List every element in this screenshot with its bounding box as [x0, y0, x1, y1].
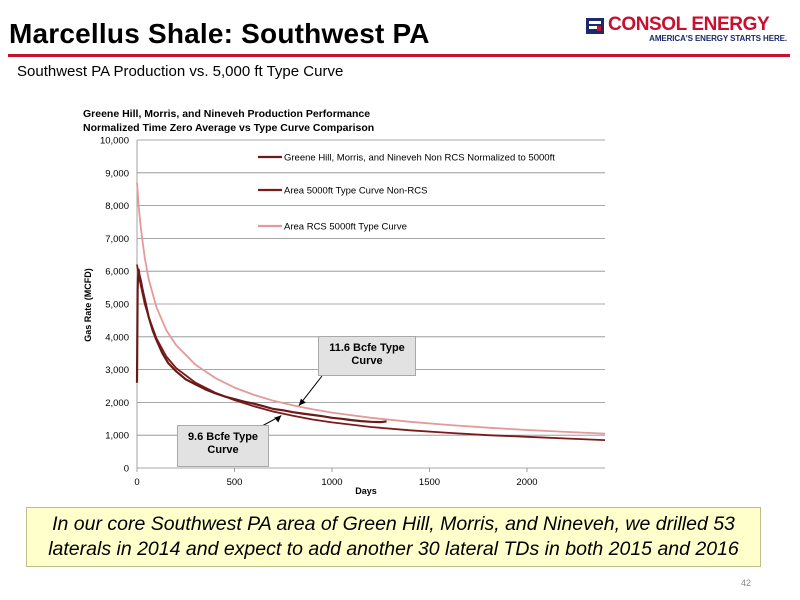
- y-axis-label: Gas Rate (MCFD): [83, 268, 93, 342]
- flame-logo-icon: [586, 18, 604, 34]
- summary-caption: In our core Southwest PA area of Green H…: [26, 507, 761, 567]
- y-tick-label: 1,000: [105, 431, 129, 442]
- y-tick-label: 10,000: [100, 136, 129, 147]
- legend-label-1: Area 5000ft Type Curve Non-RCS: [284, 186, 427, 197]
- type-curve-callout-9-6: 9.6 Bcfe Type Curve: [177, 425, 269, 467]
- y-tick-label: 8,000: [105, 201, 129, 212]
- chart-subtitle: Normalized Time Zero Average vs Type Cur…: [83, 122, 374, 134]
- y-tick-label: 0: [124, 464, 129, 475]
- chart-title: Greene Hill, Morris, and Nineveh Product…: [83, 108, 370, 120]
- legend-label-2: Area RCS 5000ft Type Curve: [284, 222, 407, 233]
- title-divider: [8, 54, 790, 57]
- series-line-2: [136, 182, 606, 435]
- y-tick-label: 4,000: [105, 332, 129, 343]
- x-axis-label: Days: [355, 486, 377, 496]
- x-tick-label: 0: [134, 477, 139, 488]
- y-tick-label: 2,000: [105, 398, 129, 409]
- logo-wordmark: CONSOL ENERGY: [608, 14, 770, 35]
- x-tick-label: 1000: [321, 477, 342, 488]
- arrowhead-icon: [298, 398, 306, 406]
- page-subtitle: Southwest PA Production vs. 5,000 ft Typ…: [17, 63, 344, 80]
- x-tick-label: 500: [227, 477, 243, 488]
- series-line-0: [135, 268, 387, 424]
- y-tick-label: 6,000: [105, 267, 129, 278]
- y-tick-label: 5,000: [105, 300, 129, 311]
- page-title: Marcellus Shale: Southwest PA: [9, 18, 430, 49]
- page-number: 42: [740, 578, 751, 588]
- type-curve-callout-11-6: 11.6 Bcfe Type Curve: [318, 336, 416, 376]
- y-tick-label: 9,000: [105, 168, 129, 179]
- arrowhead-icon: [274, 415, 282, 423]
- y-tick-label: 7,000: [105, 234, 129, 245]
- x-tick-label: 1500: [419, 477, 440, 488]
- y-tick-label: 3,000: [105, 365, 129, 376]
- x-tick-label: 2000: [516, 477, 537, 488]
- company-logo: CONSOL ENERGY AMERICA'S ENERGY STARTS HE…: [584, 14, 789, 44]
- legend-label-0: Greene Hill, Morris, and Nineveh Non RCS…: [284, 153, 555, 164]
- logo-tagline: AMERICA'S ENERGY STARTS HERE.: [649, 34, 787, 43]
